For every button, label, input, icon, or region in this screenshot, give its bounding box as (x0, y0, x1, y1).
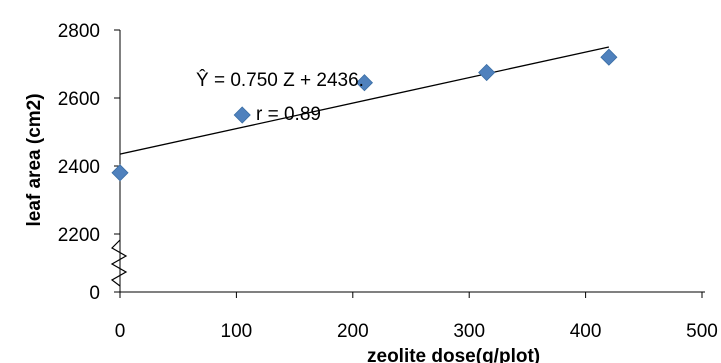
y-tick-label: 2600 (58, 89, 100, 110)
data-point-diamond (233, 106, 251, 124)
y-axis-ticks: 0 2200 2400 2600 2800 (58, 21, 120, 304)
regression-equation: Ŷ = 0.750 Z + 2436. (196, 69, 364, 91)
y-axis-title: leaf area (cm2) (24, 93, 45, 226)
x-tick-label: 200 (337, 321, 369, 342)
x-tick-label: 400 (570, 321, 602, 342)
x-tick-label: 0 (115, 321, 126, 342)
axis-break-mark (110, 239, 128, 287)
y-tick-label: 2200 (58, 225, 100, 246)
data-point-diamond (355, 74, 374, 92)
trendline (119, 46, 610, 155)
x-tick-label: 100 (221, 321, 253, 342)
y-tick-label: 0 (89, 283, 100, 304)
x-tick-label: 500 (686, 321, 718, 342)
x-tick-label: 300 (453, 321, 485, 342)
data-point-diamond (111, 164, 129, 182)
data-points (111, 48, 618, 182)
y-tick-label: 2400 (58, 157, 100, 178)
x-axis-ticks: 0 100 200 300 400 500 (115, 292, 718, 342)
y-tick-label: 2800 (58, 21, 100, 42)
data-point-diamond (478, 63, 496, 82)
data-point-diamond (600, 48, 618, 66)
correlation-label: r = 0.89 (256, 104, 321, 125)
x-axis-title: zeolite dose(g/plot) (367, 346, 540, 363)
